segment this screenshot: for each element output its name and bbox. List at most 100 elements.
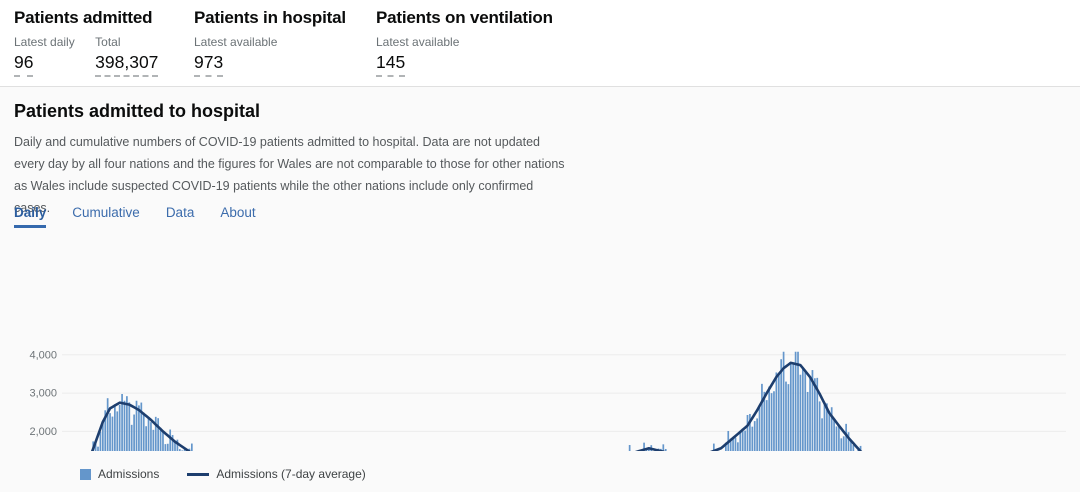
tab-about[interactable]: About [220, 205, 256, 220]
stat-patients-in-hospital: Patients in hospital Latest available 97… [194, 8, 346, 77]
y-axis-tick-label: 2,000 [29, 426, 57, 438]
admissions-bar [126, 396, 128, 451]
admissions-bar [763, 391, 766, 451]
admissions-bar [166, 443, 169, 451]
admissions-bar [116, 411, 119, 451]
admissions-bar [712, 443, 715, 451]
card-tabs: Daily Cumulative Data About [14, 205, 282, 228]
admissions-bar [741, 428, 744, 451]
admissions-bar [801, 367, 804, 451]
admissions-bar [818, 401, 821, 451]
admissions-bar [780, 359, 783, 451]
card-description: Daily and cumulative numbers of COVID-19… [14, 135, 565, 215]
stat-title: Patients on ventilation [376, 8, 553, 27]
admissions-bar [777, 373, 780, 451]
admissions-bar [150, 422, 152, 451]
metric-latest-daily: Latest daily 96 [14, 28, 75, 77]
admissions-bar [811, 370, 814, 451]
admissions-bar [749, 413, 751, 451]
admissions-bar [797, 351, 799, 451]
admissions-card: Patients admitted to hospital Daily and … [0, 86, 1080, 492]
card-title: Patients admitted to hospital [14, 101, 261, 121]
admissions-bar [159, 427, 162, 451]
admissions-bar [109, 413, 111, 451]
admissions-bar [758, 407, 761, 451]
admissions-bar [768, 386, 770, 451]
admissions-bar [787, 384, 790, 451]
tab-cumulative[interactable]: Cumulative [72, 205, 140, 220]
admissions-bar [154, 416, 157, 451]
admissions-bar [785, 381, 787, 451]
admissions-bar [806, 391, 809, 451]
admissions-bar [140, 402, 143, 451]
admissions-bar [152, 429, 155, 451]
admissions-bar [847, 432, 850, 451]
admissions-bar [101, 422, 104, 451]
admissions-bar [162, 430, 164, 451]
admissions-bar [94, 443, 97, 451]
admissions-bar [111, 416, 114, 451]
admissions-bar [850, 439, 852, 451]
metric-label: Total [95, 35, 121, 49]
admissions-bar [164, 444, 167, 451]
admissions-bar [804, 371, 807, 451]
tab-daily[interactable]: Daily [14, 205, 47, 228]
admissions-bar [121, 394, 123, 451]
metric-value: 96 [14, 52, 75, 77]
chart-legend: Admissions Admissions (7-day average) [80, 467, 366, 481]
metric-total: Total 398,307 [95, 28, 159, 77]
admissions-bar [838, 424, 840, 451]
admissions-bar [114, 404, 116, 451]
admissions-bar [178, 449, 181, 451]
admissions-bar [773, 391, 775, 451]
admissions-bar [765, 400, 768, 451]
admissions-bar [842, 436, 845, 451]
admissions-bar [737, 442, 739, 451]
admissions-bar [176, 439, 179, 451]
metric-label: Latest available [376, 35, 460, 49]
admissions-bar [753, 421, 756, 451]
admissions-bar [852, 445, 855, 451]
admissions-bar [782, 351, 785, 451]
admissions-bar [643, 442, 645, 451]
metric-latest-available: Latest available 973 [194, 28, 277, 77]
admissions-bar [123, 400, 126, 451]
admissions-bar [130, 424, 133, 451]
admissions-bar [809, 377, 811, 451]
admissions-bar [128, 402, 131, 451]
admissions-bar [789, 363, 792, 451]
admissions-bar [664, 448, 667, 451]
admissions-bar [732, 437, 734, 451]
admissions-bar [181, 450, 184, 451]
admissions-bar [169, 429, 172, 451]
admissions-bar [734, 437, 737, 451]
admissions-bar [799, 374, 802, 451]
admissions-bar [830, 407, 833, 451]
admissions-bar [99, 431, 102, 451]
admissions-swatch-icon [80, 468, 91, 480]
metric-value: 145 [376, 52, 459, 77]
admissions-bar [739, 431, 742, 451]
admissions-bar [746, 414, 749, 451]
admissions-bar [725, 442, 727, 451]
metric-latest-available: Latest available 145 [376, 28, 459, 77]
admissions-bar [188, 448, 191, 451]
admissions-bar [840, 438, 843, 451]
legend-label-average: Admissions (7-day average) [216, 467, 366, 481]
admissions-bar [729, 438, 732, 451]
admissions-bar [744, 430, 746, 451]
stat-title: Patients in hospital [194, 8, 346, 27]
admissions-bar [157, 418, 160, 451]
admissions-bar [792, 364, 795, 451]
admissions-bar [104, 410, 107, 451]
admissions-bar [794, 351, 797, 451]
admissions-bar [756, 418, 758, 451]
admissions-bar [833, 419, 835, 451]
metric-value: 398,307 [95, 52, 159, 77]
tab-data[interactable]: Data [165, 205, 195, 220]
admissions-bar [835, 426, 838, 451]
admissions-bar [845, 423, 847, 451]
admissions-bar [814, 378, 816, 451]
